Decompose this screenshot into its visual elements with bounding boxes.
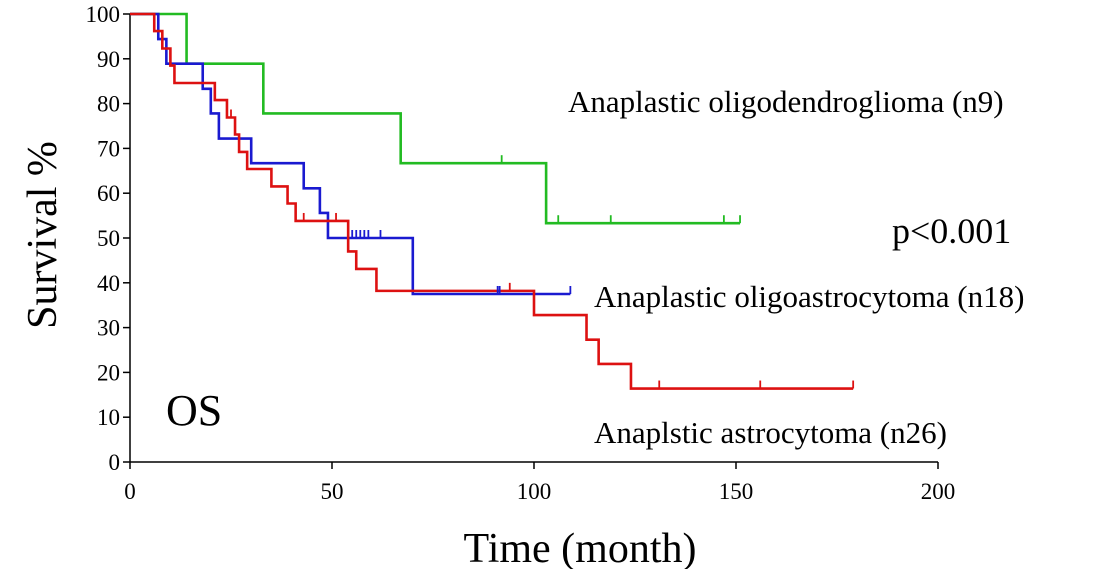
- y-tick-label: 10: [97, 405, 120, 430]
- axes: [129, 14, 938, 463]
- y-tick-label: 100: [86, 2, 121, 27]
- x-tick-label: 100: [517, 479, 552, 504]
- y-axis-title: Survival %: [20, 141, 66, 329]
- y-tick-label: 70: [97, 136, 120, 161]
- ticks: 0 10 20 30 40 50 60 70 80 90 100 0 50 100 150 200: [86, 2, 956, 504]
- survival-curve-1: [130, 12, 571, 296]
- survival-curve-2: [130, 12, 854, 390]
- x-tick-label: 50: [321, 479, 344, 504]
- y-tick-label: 20: [97, 360, 120, 385]
- os-label: OS: [166, 386, 222, 435]
- y-tick-label: 40: [97, 271, 120, 296]
- series-lines: [130, 12, 854, 390]
- y-tick-label: 90: [97, 47, 120, 72]
- y-tick-label: 60: [97, 181, 120, 206]
- x-tick-label: 150: [719, 479, 754, 504]
- y-tick-label: 80: [97, 92, 120, 117]
- y-tick-label: 30: [97, 316, 120, 341]
- x-tick-label: 200: [921, 479, 956, 504]
- series-label-astrocytoma: Anaplstic astrocytoma (n26): [594, 415, 947, 450]
- y-tick-label: 50: [97, 226, 120, 251]
- censor-marks: [230, 109, 855, 389]
- y-tick-label: 0: [109, 450, 121, 475]
- x-tick-label: 0: [124, 479, 136, 504]
- survival-curve-0: [130, 12, 741, 225]
- series-label-oligodendroglioma: Anaplastic oligodendroglioma (n9): [568, 84, 1004, 119]
- x-axis-title: Time (month): [464, 526, 697, 569]
- p-value-annotation: p<0.001: [892, 211, 1011, 251]
- series-label-oligoastrocytoma: Anaplastic oligoastrocytoma (n18): [594, 279, 1024, 314]
